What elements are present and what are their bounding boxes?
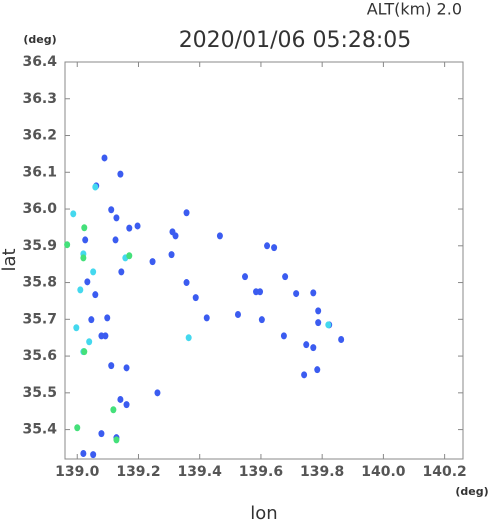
y-tick-label: 36.4	[22, 54, 57, 70]
echo-point	[108, 206, 115, 214]
echo-point	[310, 344, 317, 352]
echo-point	[64, 241, 71, 249]
echo-point	[81, 224, 88, 232]
echo-point	[73, 324, 80, 332]
echo-point	[113, 436, 120, 444]
echo-point	[282, 273, 289, 281]
y-tick-label: 36.1	[22, 164, 57, 180]
echo-point	[185, 334, 192, 342]
y-tick-label: 36.3	[22, 91, 57, 107]
y-tick-label: 36.2	[22, 128, 57, 144]
echo-point	[123, 364, 130, 372]
y-tick-label: 35.4	[22, 422, 57, 438]
echo-point	[117, 395, 124, 403]
echo-point	[314, 366, 321, 374]
echo-point	[77, 286, 84, 294]
echo-point	[192, 294, 199, 302]
x-tick-label: 139.4	[178, 464, 223, 480]
echo-point	[90, 268, 97, 276]
x-tick-label: 139.0	[55, 464, 100, 480]
echo-point	[242, 273, 249, 281]
echo-point	[338, 336, 345, 344]
echo-point	[315, 307, 322, 315]
echo-point	[183, 209, 190, 217]
echo-point	[112, 236, 119, 244]
echo-point	[154, 389, 161, 397]
y-unit: (deg)	[23, 33, 56, 46]
y-tick-label: 36.0	[22, 201, 57, 217]
echo-point	[92, 183, 99, 191]
x-tick-label: 139.6	[239, 464, 283, 480]
echo-point	[92, 291, 99, 299]
echo-point	[303, 341, 310, 349]
x-axis-label: lon	[250, 503, 277, 521]
echo-point	[172, 232, 179, 240]
echo-point	[234, 311, 241, 319]
echo-point	[134, 222, 141, 230]
echo-point	[80, 449, 87, 457]
echo-point	[280, 332, 287, 340]
echo-point	[80, 254, 87, 262]
echo-point	[82, 236, 89, 244]
x-tick-label: 139.8	[300, 464, 344, 480]
echo-point	[310, 289, 317, 297]
echo-point	[88, 316, 95, 324]
echo-point	[126, 252, 133, 260]
echo-point	[301, 371, 308, 379]
echo-point	[117, 170, 124, 178]
x-unit: (deg)	[455, 485, 488, 498]
echo-point	[98, 430, 105, 438]
y-tick-label: 35.8	[22, 275, 57, 291]
echo-point	[84, 278, 91, 286]
echo-point	[86, 338, 93, 346]
echo-point	[126, 224, 133, 232]
echo-point	[110, 406, 117, 414]
x-tick-label: 140.2	[422, 464, 466, 480]
echo-point	[101, 154, 108, 162]
chart-title: 2020/01/06 05:28:05	[179, 28, 412, 53]
echo-point	[123, 401, 130, 409]
echo-point	[271, 244, 278, 252]
annotation: ALT(km) 2.0	[367, 0, 462, 19]
plot-frame	[64, 61, 464, 460]
echo-point	[293, 290, 300, 298]
echo-point	[74, 424, 81, 432]
echo-point	[118, 268, 125, 276]
y-axis-label: lat	[0, 248, 20, 271]
echo-point	[108, 362, 115, 370]
y-tick-label: 35.5	[22, 385, 57, 401]
echo-point	[113, 214, 120, 222]
echo-point	[183, 279, 190, 287]
y-tick-label: 35.6	[22, 348, 57, 364]
echo-point	[264, 242, 271, 250]
echo-point	[325, 321, 332, 329]
echo-point	[168, 251, 175, 259]
echo-point	[253, 288, 260, 296]
y-tick-label: 35.9	[22, 238, 57, 254]
echo-point	[90, 451, 97, 459]
echo-point	[258, 316, 265, 324]
x-tick-label: 139.2	[116, 464, 160, 480]
echo-point	[104, 314, 111, 322]
echo-point	[98, 332, 105, 340]
echo-point	[149, 258, 156, 266]
echo-point	[81, 348, 88, 356]
x-tick-label: 140.0	[361, 464, 406, 480]
echo-point	[216, 232, 223, 240]
y-tick-label: 35.7	[22, 311, 57, 327]
echo-point	[315, 319, 322, 327]
echo-point	[70, 210, 77, 218]
echo-point	[203, 314, 210, 322]
